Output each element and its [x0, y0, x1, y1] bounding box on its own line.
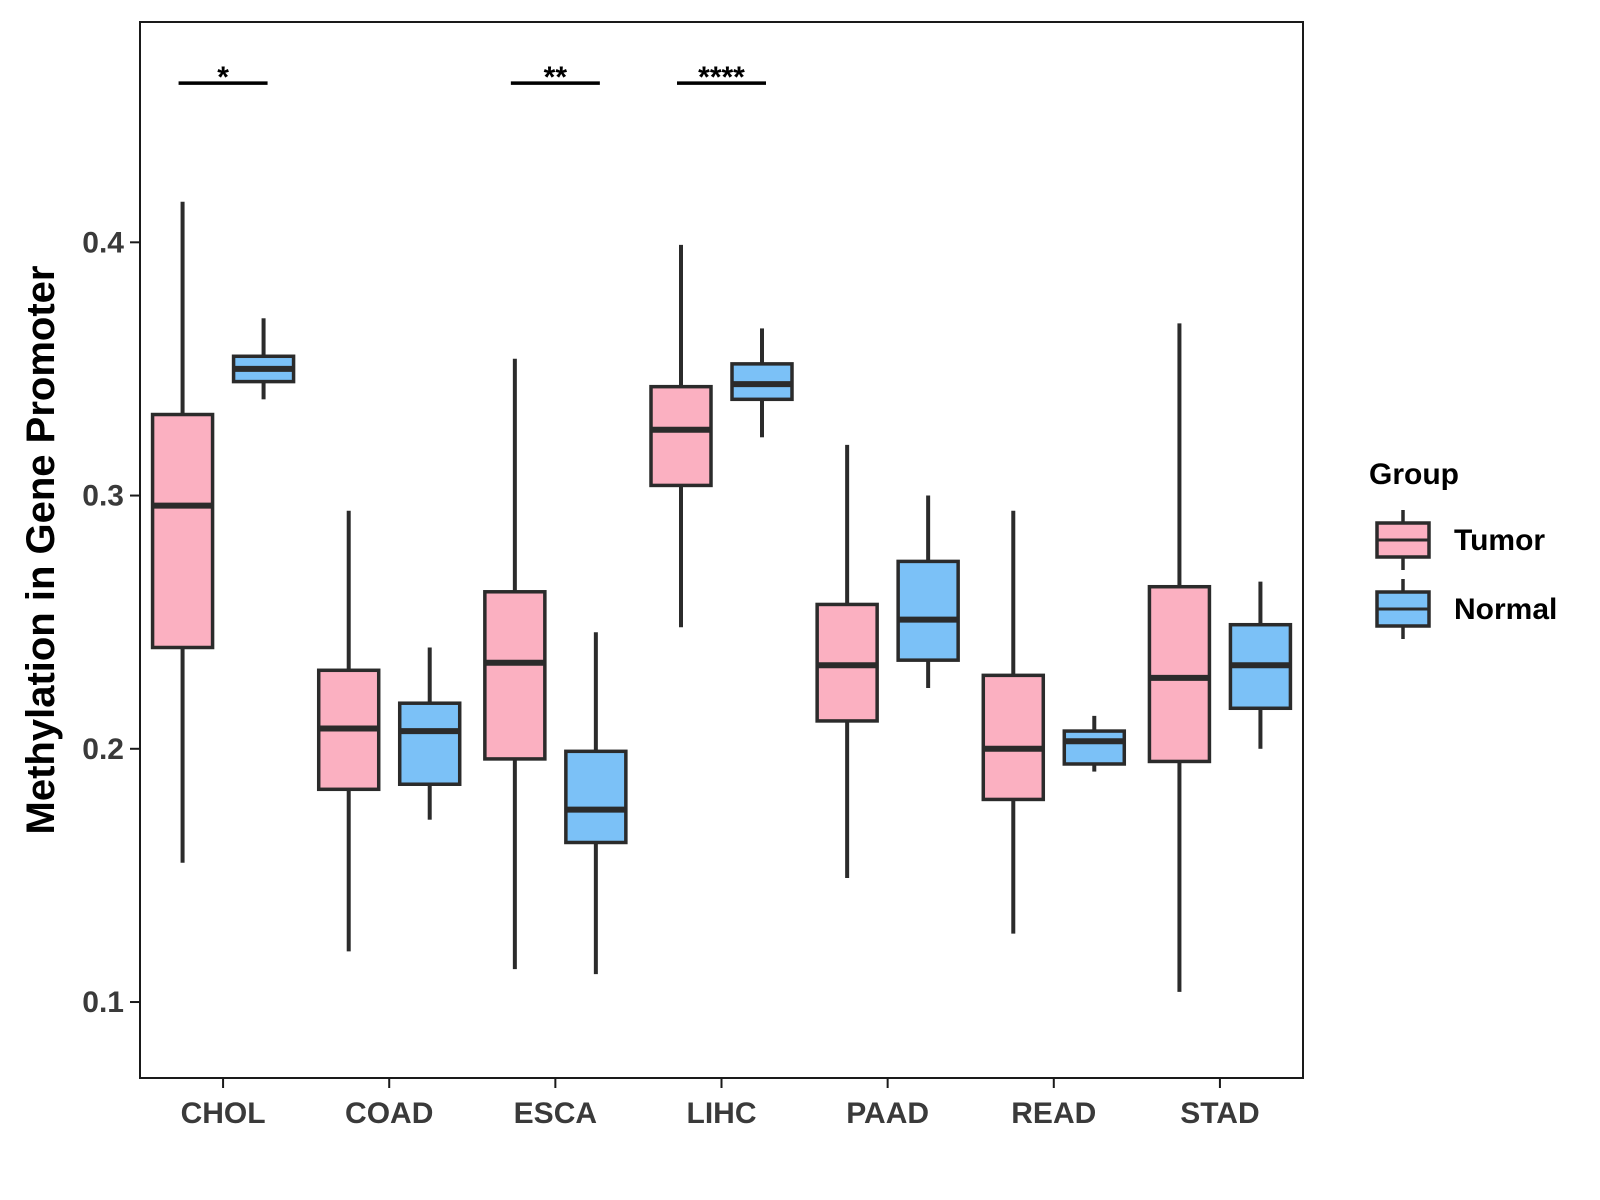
- box-iqr: [1147, 584, 1212, 764]
- box-normal-stad: [1228, 581, 1293, 749]
- box-tumor-lihc: [649, 244, 713, 628]
- y-tick-label: 0.1: [82, 986, 124, 1019]
- legend-key-tumor: Tumor: [1375, 510, 1545, 570]
- box-normal-lihc: [730, 328, 794, 438]
- x-axis: CHOL COAD ESCA LIHC PAAD READ STAD: [181, 1078, 1260, 1130]
- legend-label: Tumor: [1454, 524, 1545, 557]
- box-iqr: [483, 590, 547, 761]
- box-tumor-esca: [483, 358, 547, 970]
- x-tick-label: STAD: [1180, 1097, 1259, 1130]
- y-tick-label: 0.4: [82, 226, 124, 259]
- box-iqr: [896, 559, 960, 662]
- box-iqr: [150, 412, 215, 650]
- legend: Group Tumor Normal: [1369, 458, 1557, 639]
- significance-lihc: ****: [677, 61, 766, 94]
- significance-label: **: [544, 61, 568, 94]
- box-iqr: [1062, 729, 1127, 766]
- box-normal-paad: [896, 495, 960, 689]
- x-tick-label: COAD: [345, 1097, 433, 1130]
- box-iqr: [397, 701, 462, 786]
- box-normal-esca: [564, 632, 628, 975]
- y-axis-title: Methylation in Gene Promoter: [19, 266, 63, 835]
- box-iqr: [649, 384, 713, 488]
- box-tumor-read: [981, 510, 1046, 934]
- box-normal-read: [1062, 715, 1127, 772]
- significance-label: ****: [698, 61, 745, 94]
- y-tick-label: 0.2: [82, 733, 124, 766]
- x-tick-label: LIHC: [687, 1097, 757, 1130]
- legend-key-normal: Normal: [1375, 579, 1557, 639]
- legend-title: Group: [1369, 458, 1459, 491]
- legend-label: Normal: [1454, 593, 1557, 626]
- y-tick-label: 0.3: [82, 480, 124, 513]
- significance-esca: **: [510, 61, 600, 94]
- x-tick-label: ESCA: [514, 1097, 597, 1130]
- x-tick-label: PAAD: [846, 1097, 929, 1130]
- plot-panel-border: [139, 21, 1304, 1079]
- plot-marks: * ** ****: [150, 61, 1293, 992]
- box-normal-coad: [397, 647, 462, 820]
- y-axis: 0.1 0.2 0.3 0.4: [82, 226, 140, 1019]
- box-tumor-stad: [1147, 323, 1212, 992]
- box-tumor-chol: [150, 201, 215, 863]
- x-tick-label: CHOL: [181, 1097, 266, 1130]
- x-tick-label: READ: [1011, 1097, 1096, 1130]
- box-tumor-paad: [815, 444, 879, 878]
- box-iqr: [564, 749, 628, 845]
- significance-chol: *: [178, 61, 268, 94]
- box-normal-chol: [231, 318, 296, 400]
- significance-label: *: [217, 61, 229, 94]
- box-tumor-coad: [316, 510, 381, 952]
- box-iqr: [981, 673, 1046, 802]
